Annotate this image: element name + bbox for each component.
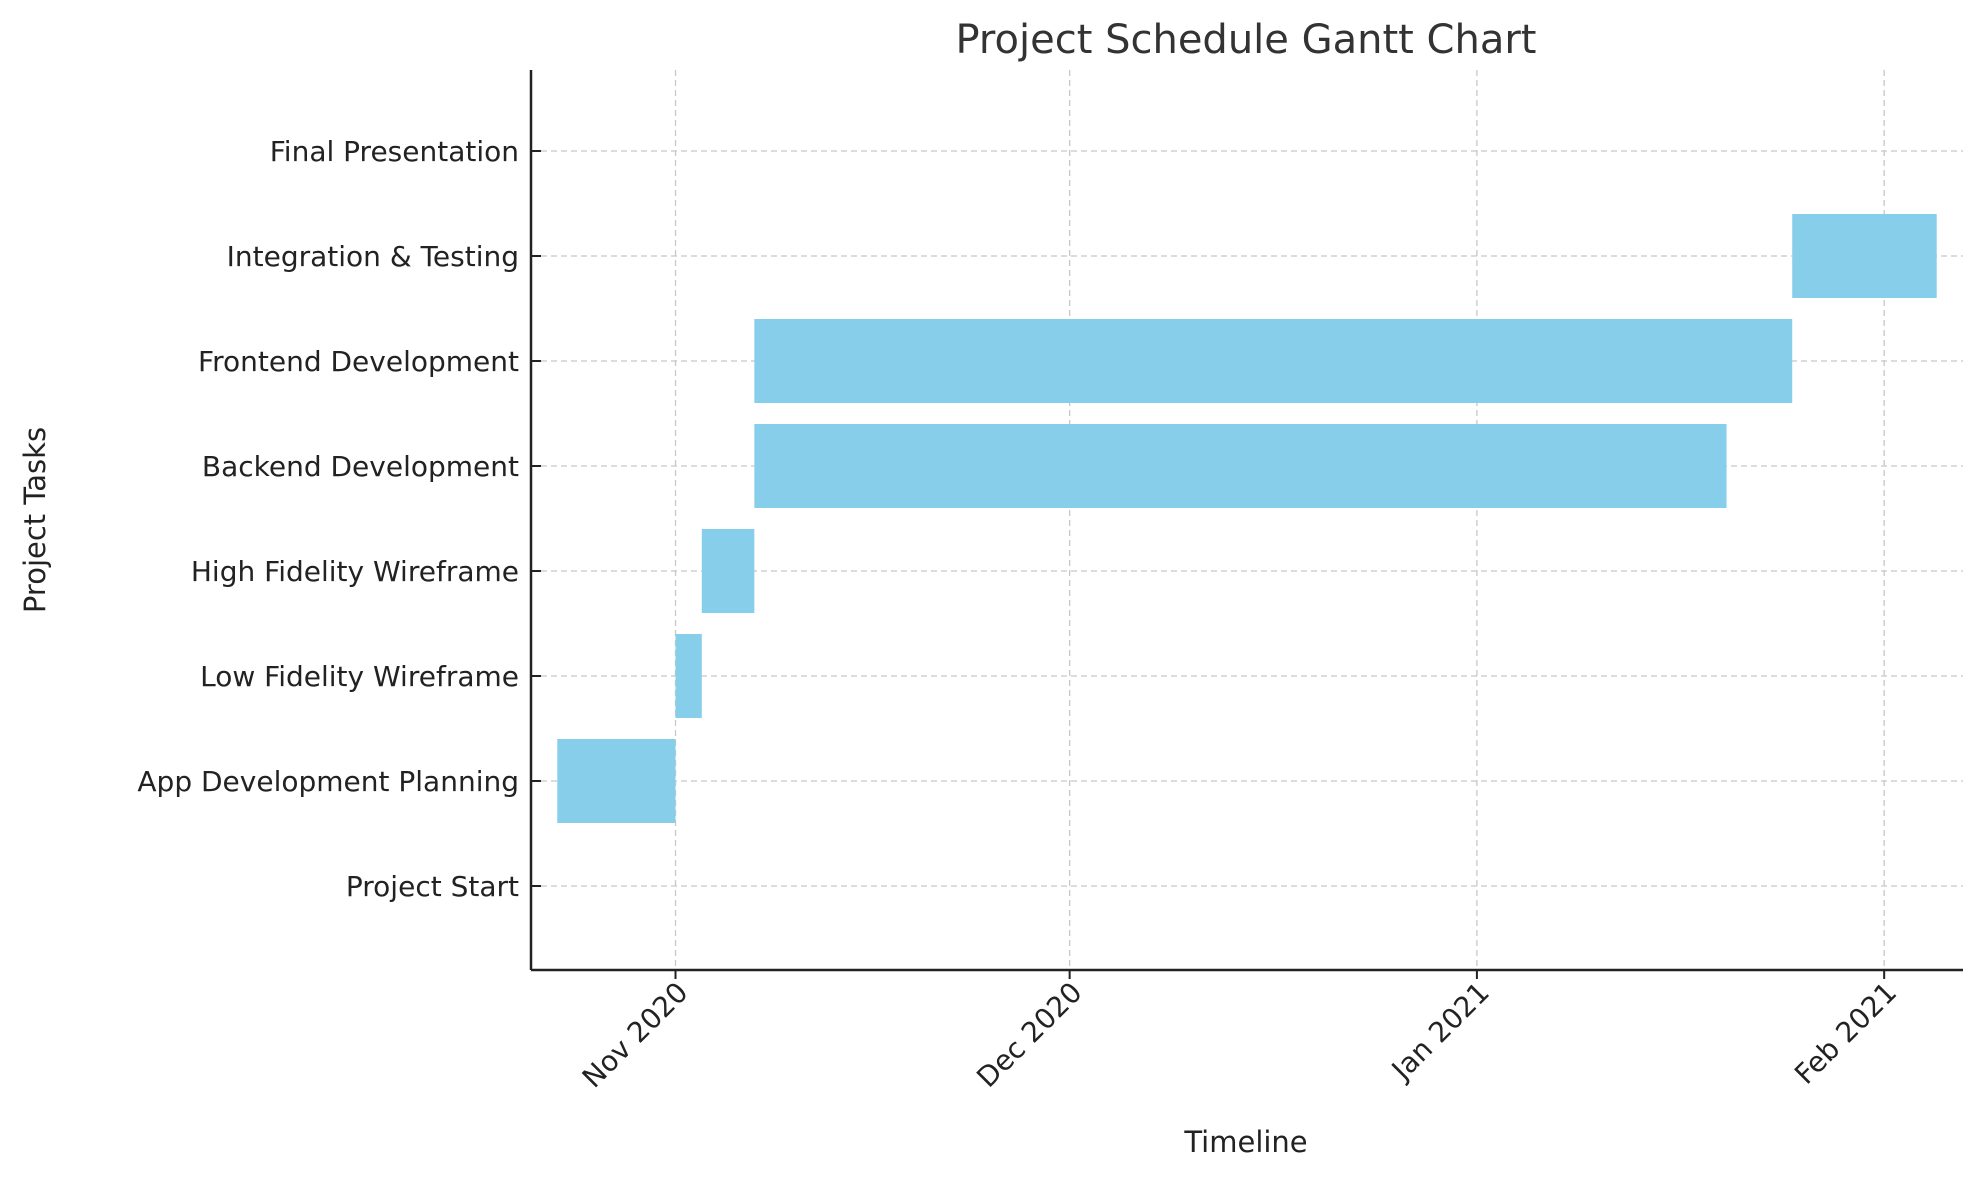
y-tick-label: Project Start: [346, 870, 519, 903]
task-bar: [754, 424, 1727, 508]
grid-lines: [531, 70, 1963, 970]
y-tick-label: Frontend Development: [198, 345, 519, 378]
x-axis-label: Timeline: [1183, 1125, 1307, 1159]
task-bars: [557, 214, 1937, 823]
x-tick-label: Jan 2021: [1384, 976, 1496, 1088]
y-tick-label: Final Presentation: [270, 135, 519, 168]
task-bar: [675, 634, 702, 718]
y-tick-label: Backend Development: [202, 450, 519, 483]
task-bar: [701, 529, 755, 613]
x-axis-ticks: Nov 2020 Dec 2020 Jan 2021 Feb 2021: [576, 970, 1903, 1094]
y-axis-ticks: Project Start App Development Planning Low…: [137, 135, 541, 903]
task-bar: [557, 739, 676, 823]
x-tick-label: Dec 2020: [970, 976, 1088, 1094]
x-tick-label: Nov 2020: [576, 976, 695, 1095]
y-tick-label: App Development Planning: [137, 765, 519, 798]
y-axis-label: Project Tasks: [18, 427, 52, 613]
y-tick-label: High Fidelity Wireframe: [191, 555, 519, 588]
y-tick-label: Low Fidelity Wireframe: [200, 660, 519, 693]
x-tick-label: Feb 2021: [1788, 976, 1903, 1091]
y-tick-label: Integration & Testing: [227, 240, 519, 273]
task-bar: [754, 319, 1793, 403]
task-bar: [1792, 214, 1937, 298]
chart-title: Project Schedule Gantt Chart: [956, 17, 1537, 63]
